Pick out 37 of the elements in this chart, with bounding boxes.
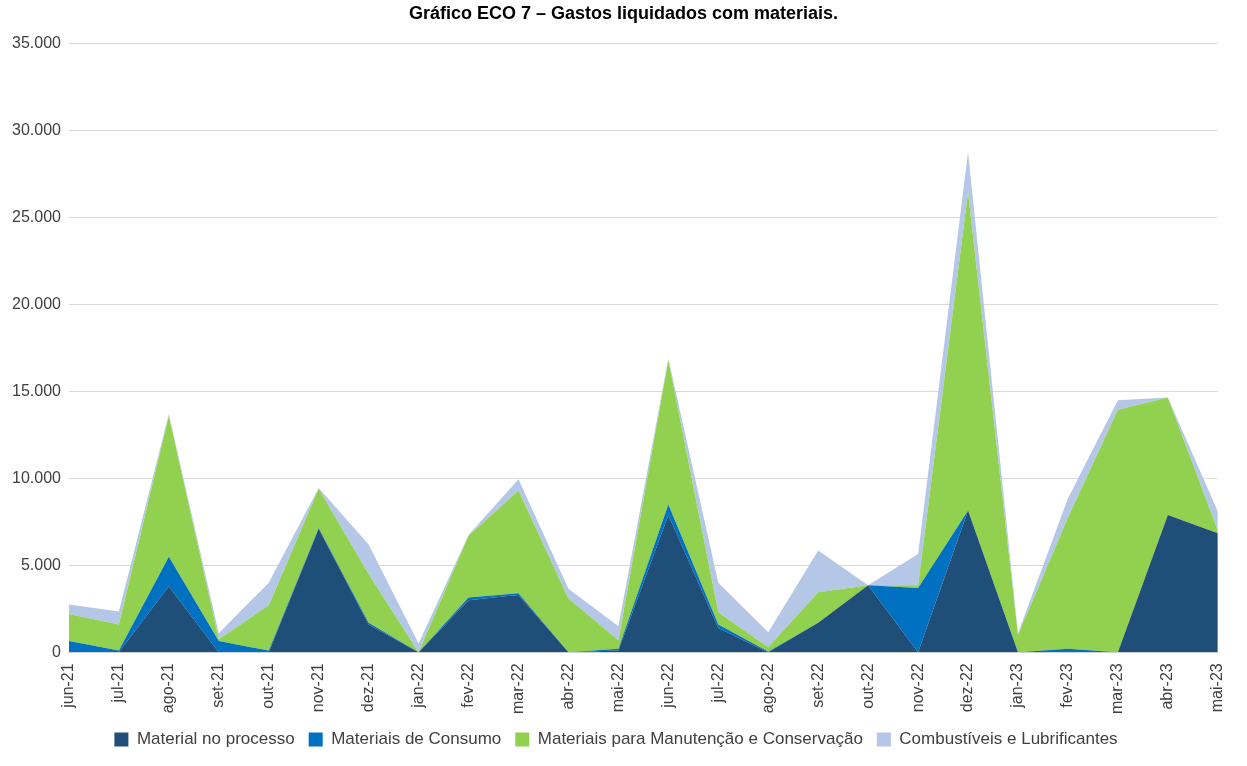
x-tick-label: nov-22 [908,663,926,713]
x-tick-label: jun-22 [658,663,676,709]
y-tick-label: 30.000 [12,120,62,138]
x-tick-label: fev-23 [1058,663,1076,708]
y-tick-label: 20.000 [12,294,62,312]
y-tick-label: 35.000 [12,34,62,52]
x-tick-label: jul-21 [109,663,127,704]
x-tick-label: set-22 [808,663,826,708]
chart-title: Gráfico ECO 7 – Gastos liquidados com materiais. [407,2,840,25]
y-tick-label: 10.000 [12,468,62,486]
x-tick-label: mar-23 [1108,663,1126,715]
legend-label: Combustíveis e Lubrificantes [899,729,1118,749]
x-tick-label: dez-21 [359,663,377,713]
y-tick-label: 25.000 [12,207,62,225]
y-tick-label: 5.000 [20,555,62,573]
y-tick-label: 0 [52,642,62,660]
legend-label: Material no processo [136,729,295,749]
x-tick-label: nov-21 [309,663,327,713]
x-tick-label: abr-22 [558,663,576,710]
x-tick-label: fev-22 [458,663,476,708]
x-tick-label: out-22 [858,663,876,709]
x-tick-label: jan-23 [1008,663,1026,709]
legend-label: Materiais de Consumo [331,729,502,749]
x-tick-label: dez-22 [958,663,976,713]
x-tick-label: ago-21 [159,663,177,714]
x-tick-label: abr-23 [1158,663,1176,710]
x-tick-label: jan-22 [409,663,426,709]
legend-label: Materiais para Manutenção e Conservação [537,729,863,749]
x-tick-label: set-21 [209,663,227,708]
y-tick-label: 15.000 [12,381,62,399]
x-tick-label: mar-22 [508,663,526,715]
x-tick-label: jul-22 [708,663,726,704]
x-tick-label: jun-21 [59,663,77,709]
x-tick-label: mai-23 [1208,663,1226,713]
x-tick-label: ago-22 [758,663,776,714]
x-tick-label: out-21 [259,663,277,709]
x-tick-label: mai-22 [608,663,626,713]
